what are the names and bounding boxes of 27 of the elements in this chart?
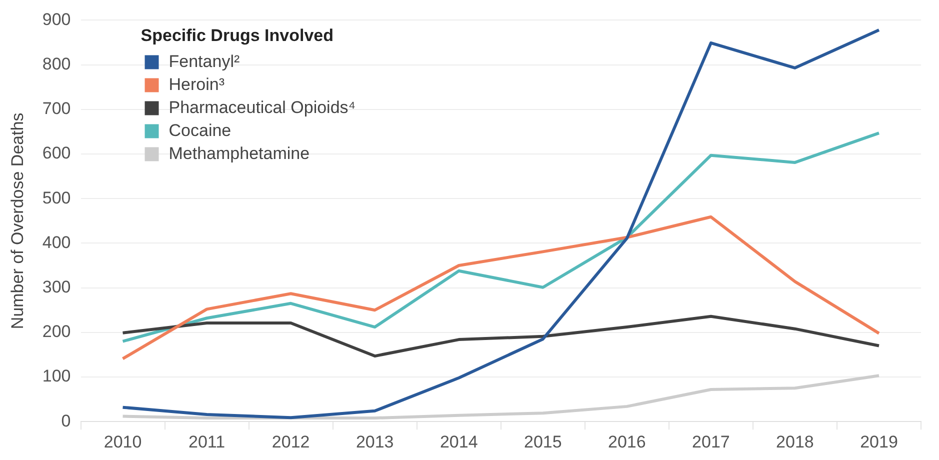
legend-label: Cocaine: [168, 120, 232, 140]
x-tick-label: 2017: [692, 432, 730, 452]
x-tick-label: 2014: [440, 432, 478, 452]
y-tick-label: 0: [61, 411, 71, 430]
legend-label: Pharmaceutical Opioids⁴: [168, 98, 356, 117]
x-tick-label: 2015: [524, 432, 562, 452]
y-axis-title: Number of Overdose Deaths: [8, 112, 27, 330]
y-tick-label: 800: [42, 54, 71, 74]
x-tick-label: 2019: [860, 432, 898, 452]
y-tick-label: 400: [42, 232, 71, 252]
legend-title: Specific Drugs Involved: [140, 26, 334, 45]
legend-label: Heroin³: [168, 74, 225, 94]
y-tick-label: 300: [42, 277, 71, 296]
y-tick-label: 900: [42, 10, 71, 29]
y-tick-label: 200: [42, 322, 71, 342]
x-tick-label: 2012: [272, 432, 310, 452]
x-tick-label: 2013: [356, 432, 394, 452]
y-tick-label: 500: [42, 188, 71, 208]
x-tick-label: 2011: [188, 432, 226, 452]
x-tick-label: 2018: [776, 432, 814, 452]
y-tick-label: 700: [42, 99, 71, 118]
y-tick-label: 100: [42, 366, 71, 386]
legend-label: Fentanyl²: [168, 52, 240, 71]
x-tick-label: 2016: [608, 432, 646, 452]
legend-label: Methamphetamine: [168, 144, 310, 163]
y-tick-label: 600: [42, 144, 71, 163]
x-tick-label: 2010: [104, 432, 142, 452]
